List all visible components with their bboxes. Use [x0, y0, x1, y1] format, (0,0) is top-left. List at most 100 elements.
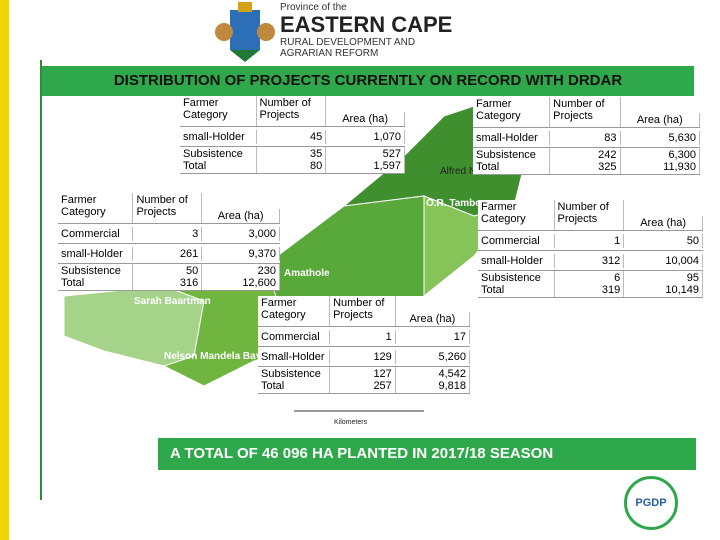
table-cell: Commercial — [258, 329, 331, 344]
header-text: Area (ha) — [640, 217, 687, 229]
header-cell: Farmer Category — [478, 200, 555, 230]
table-row: Small-Holder 129 5,260 — [258, 347, 470, 367]
table-header: Farmer Category Number of Projects Area (h… — [58, 193, 280, 224]
header-line: EASTERN CAPE — [280, 12, 453, 37]
cell-text: 1 — [614, 234, 621, 247]
table-cell: 5,630 — [621, 130, 700, 145]
header-text: Number of Projects — [557, 201, 609, 225]
cell-text: small-Holder — [476, 131, 538, 144]
table-cell: small-Holder — [180, 129, 257, 144]
cell-text: 127 — [373, 368, 392, 380]
side-line — [40, 60, 42, 500]
table-cell: Subsistence Total — [258, 367, 331, 393]
header-text: Farmer Category — [481, 201, 526, 225]
table-cell: 4,542 9,818 — [396, 367, 470, 393]
header-cell: Number of Projects — [550, 97, 621, 127]
cell-text: 1,597 — [373, 160, 401, 172]
cell-text: 3 — [192, 227, 199, 240]
table-cell: 127 257 — [330, 367, 396, 393]
header-cell: Number of Projects — [257, 96, 327, 126]
map-label: Amathole — [284, 268, 330, 279]
crest — [215, 2, 275, 62]
table-header: Farmer Category Number of Projects Area (h… — [478, 200, 703, 231]
table-row: Subsistence Total 127 257 4,542 9,818 — [258, 367, 470, 394]
cell-text: 9,370 — [248, 247, 276, 260]
header-text: Area (ha) — [217, 210, 264, 222]
header-cell: Area (ha) — [621, 113, 700, 127]
cell-text: Subsistence — [261, 368, 321, 380]
table-cell: 1 — [330, 329, 396, 344]
cell-text: Subsistence — [183, 148, 243, 160]
cell-text: 527 — [382, 148, 401, 160]
cell-text: 312 — [601, 254, 621, 267]
table-row: Commercial 1 17 — [258, 327, 470, 347]
table-cell: 261 — [133, 246, 203, 261]
cell-text: Commercial — [261, 330, 320, 343]
header-text: Number of Projects — [259, 97, 311, 121]
cell-text: 129 — [373, 350, 392, 363]
header-cell: Number of Projects — [330, 296, 396, 326]
header-cell: Area (ha) — [396, 312, 470, 326]
cell-text: 242 — [598, 149, 617, 161]
table-cell: 35 80 — [257, 147, 327, 173]
data-table: Farmer Category Number of Projects Area (h… — [478, 200, 703, 298]
table-cell: small-Holder — [58, 246, 134, 261]
header-cell: Area (ha) — [326, 112, 405, 126]
cell-text: 17 — [453, 330, 466, 343]
header-cell: Farmer Category — [180, 96, 257, 126]
table-cell: 45 — [257, 129, 327, 144]
cell-text: small-Holder — [61, 247, 123, 260]
table-cell: Subsistence Total — [478, 271, 555, 297]
title-bar: DISTRIBUTION OF PROJECTS CURRENTLY ON RE… — [42, 66, 694, 96]
table-cell: 6,300 11,930 — [621, 148, 700, 174]
cell-text: 319 — [601, 284, 621, 296]
cell-text: Total — [481, 284, 505, 296]
table-row: small-Holder 312 10,004 — [478, 251, 703, 271]
table-cell: Subsistence Total — [58, 264, 134, 290]
header-text: Number of Projects — [553, 98, 605, 122]
side-stripe — [0, 0, 9, 540]
cell-text: 35 — [310, 148, 323, 160]
table-row: small-Holder 261 9,370 — [58, 244, 280, 264]
cell-text: Subsistence — [481, 272, 541, 284]
cell-text: 10,149 — [665, 284, 699, 296]
cell-text: Subsistence — [61, 265, 121, 277]
header-cell: Farmer Category — [473, 97, 551, 127]
cell-text: Total — [183, 160, 207, 172]
table-cell: 1,070 — [326, 129, 405, 144]
cell-text: 95 — [686, 272, 699, 284]
cell-text: small-Holder — [183, 130, 245, 143]
cell-text: 4,542 — [438, 368, 466, 380]
table-cell: 242 325 — [550, 148, 621, 174]
cell-text: 50 — [186, 265, 199, 277]
cell-text: 5,630 — [668, 131, 696, 144]
table-cell: 95 10,149 — [624, 271, 703, 297]
table-cell: 6 319 — [555, 271, 625, 297]
header-text: Farmer Category — [476, 98, 521, 122]
cell-text: 45 — [310, 130, 323, 143]
table-header: Farmer Category Number of Projects Area (h… — [258, 296, 470, 327]
cell-text: Subsistence — [476, 149, 536, 161]
header-cell: Farmer Category — [58, 193, 134, 223]
map-label: Alfred N — [440, 166, 476, 177]
table-cell: small-Holder — [478, 253, 555, 268]
cell-text: 257 — [373, 380, 392, 392]
header-text: Area (ha) — [636, 114, 683, 126]
table-cell: 5,260 — [396, 349, 470, 364]
cell-text: 11,930 — [663, 161, 696, 173]
cell-text: 3,000 — [248, 227, 276, 240]
table-cell: Subsistence Total — [180, 147, 257, 173]
table-cell: 50 — [624, 233, 703, 248]
table-row: Subsistence Total 6 319 95 10,149 — [478, 271, 703, 298]
cell-text: 9,818 — [438, 380, 466, 392]
header-line: Province of the — [280, 2, 347, 13]
map-label: Kilometers — [334, 419, 368, 426]
header-text: Number of Projects — [333, 297, 385, 321]
cell-text: Commercial — [61, 227, 120, 240]
header-cell: Area (ha) — [202, 209, 280, 223]
cell-text: 1 — [385, 330, 392, 343]
table-row: Commercial 3 3,000 — [58, 224, 280, 244]
cell-text: 6,300 — [668, 149, 696, 161]
table-cell: 10,004 — [624, 253, 703, 268]
table-header: Farmer Category Number of Projects Area (h… — [180, 96, 405, 127]
